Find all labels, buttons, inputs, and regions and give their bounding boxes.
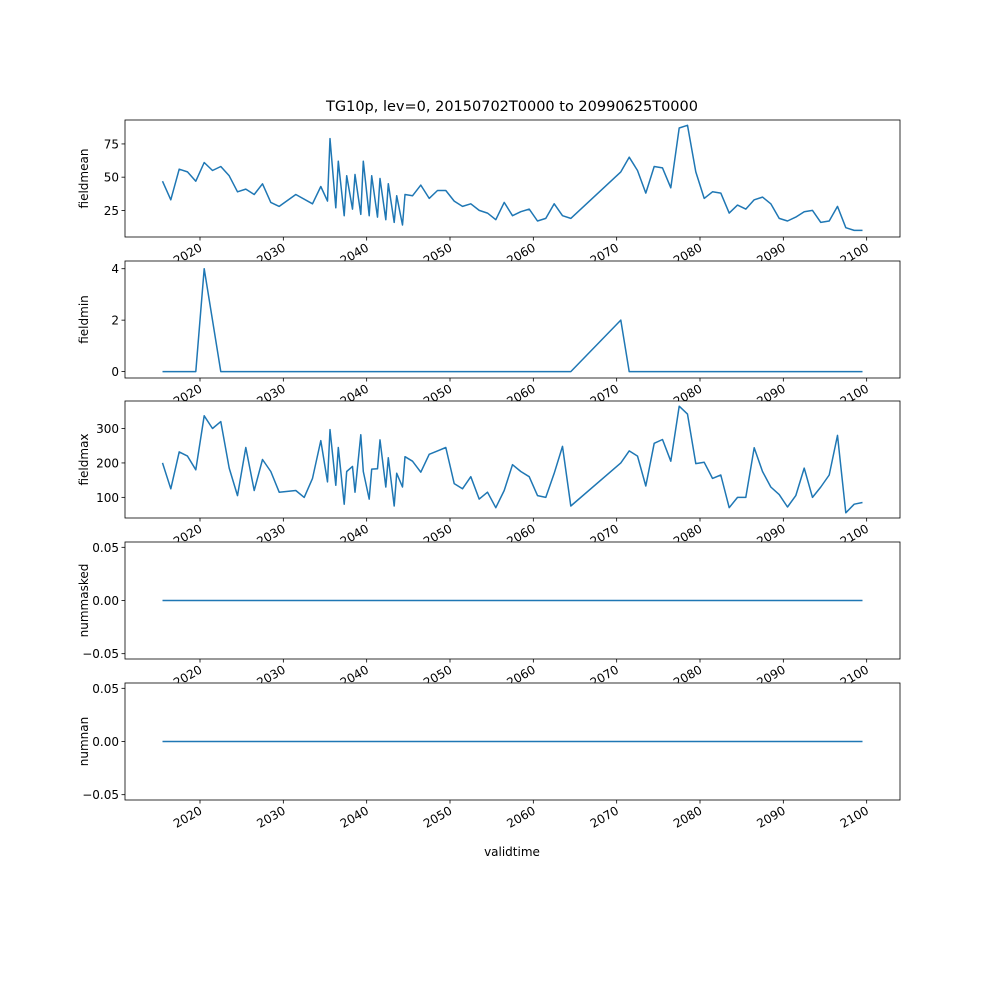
- x-tick-label: 2070: [588, 803, 621, 830]
- y-axis-label-numnan: numnan: [77, 717, 91, 766]
- series-line-fieldmin: [162, 267, 863, 373]
- y-axis-label-fieldmax: fieldmax: [77, 433, 91, 485]
- y-tick-label: 4: [111, 262, 119, 276]
- panel-background: [125, 261, 900, 378]
- y-tick-label: 25: [104, 204, 119, 218]
- y-tick-label: 0: [111, 365, 119, 379]
- x-tick-label: 2080: [671, 803, 704, 830]
- y-tick-label: 0.05: [92, 541, 119, 555]
- y-tick-label: 0.00: [92, 594, 119, 608]
- y-tick-label: −0.05: [82, 647, 119, 661]
- panels: 25 50 75 fieldmean 2020 2030 2040 2050 2060 2070 2…: [77, 119, 901, 831]
- x-tick-label: 2090: [754, 803, 787, 830]
- x-tick-label: 2050: [421, 803, 454, 830]
- y-axis-label-fieldmin: fieldmin: [77, 295, 91, 344]
- chart-title: TG10p, lev=0, 20150702T0000 to 20990625T…: [325, 99, 698, 115]
- x-tick-label: 2060: [504, 803, 537, 830]
- y-axis-label-nummasked: nummasked: [77, 564, 91, 638]
- x-tick-label: 2040: [338, 803, 371, 830]
- y-tick-label: 100: [96, 491, 119, 505]
- y-axis-label-fieldmean: fieldmean: [77, 149, 91, 209]
- y-tick-label: 300: [96, 422, 119, 436]
- x-tick-label: 2100: [838, 803, 871, 830]
- x-axis-label: validtime: [484, 845, 540, 859]
- y-tick-label: 75: [104, 137, 119, 151]
- y-tick-label: 50: [104, 171, 119, 185]
- panel-numnan: −0.05 0.00 0.05 numnan 2020 2030 2040 2050 2060 2…: [77, 682, 901, 831]
- plot-frame-fieldmax: [124, 400, 901, 519]
- panel-background: [125, 401, 900, 518]
- y-tick-label: 2: [111, 314, 119, 328]
- x-tick-label: 2030: [254, 803, 287, 830]
- plot-frame-fieldmean: [124, 119, 901, 238]
- y-tick-label: 0.05: [92, 682, 119, 696]
- y-tick-label: 200: [96, 456, 119, 470]
- y-tick-label: −0.05: [82, 788, 119, 802]
- x-tick-label: 2020: [171, 803, 204, 830]
- plot-frame-fieldmin: [124, 260, 901, 379]
- series-line-fieldmean: [161, 124, 863, 232]
- series-line-fieldmax: [161, 405, 863, 514]
- y-tick-label: 0.00: [92, 735, 119, 749]
